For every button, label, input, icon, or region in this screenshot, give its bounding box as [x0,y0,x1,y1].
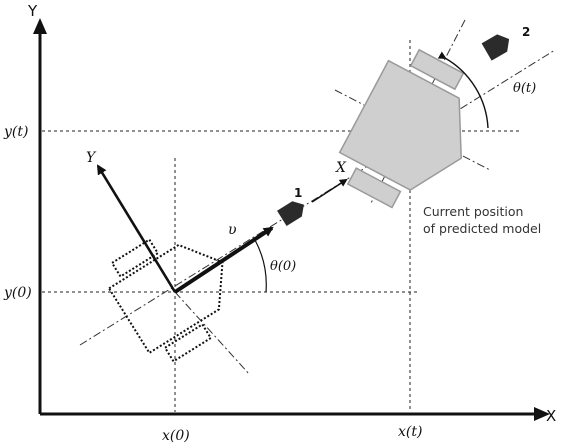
initial-robot-body [107,243,224,355]
marker-1 [277,201,304,226]
local-y-label: Y [86,150,97,166]
local-y-axis [96,164,177,293]
predicted-robot-wheel-bottom [346,167,402,209]
yt-label: y(t) [3,124,28,140]
marker-1-label: 1 [294,186,302,200]
initial-robot-wheel-bottom [163,323,213,363]
x-axis-arrow-icon [534,407,550,421]
local-x-label: X [335,160,347,176]
caption-line-2: of predicted model [423,221,541,236]
predicted-robot-body [338,59,462,191]
velocity-vector [173,226,274,294]
predicted-robot-wheel-top [409,48,465,91]
caption-line-1: Current position [423,204,523,219]
velocity-label: υ [228,222,237,238]
xt-label: x(t) [398,424,422,440]
theta0-arc [254,239,267,293]
thetat-label: θ(t) [513,81,536,96]
robot-initial-y-extension [174,291,251,376]
predicted-robot [338,48,465,209]
marker-2-label: 2 [522,25,530,39]
local-x-axis-arrow [311,178,348,203]
y-axis-arrow-icon [33,18,47,34]
marker-2 [481,34,510,61]
thetat-arc [437,51,489,129]
x-axis-title: X [546,407,556,425]
theta0-label: θ(0) [270,259,296,274]
marker-1-icon [277,201,304,226]
initial-robot-wheel-top [110,238,160,278]
x0-label: x(0) [162,428,190,444]
y0-label: y(0) [3,285,32,301]
marker-2-icon [481,34,510,61]
y-axis-title: Y [27,2,38,20]
global-axes: Y X [27,2,556,425]
